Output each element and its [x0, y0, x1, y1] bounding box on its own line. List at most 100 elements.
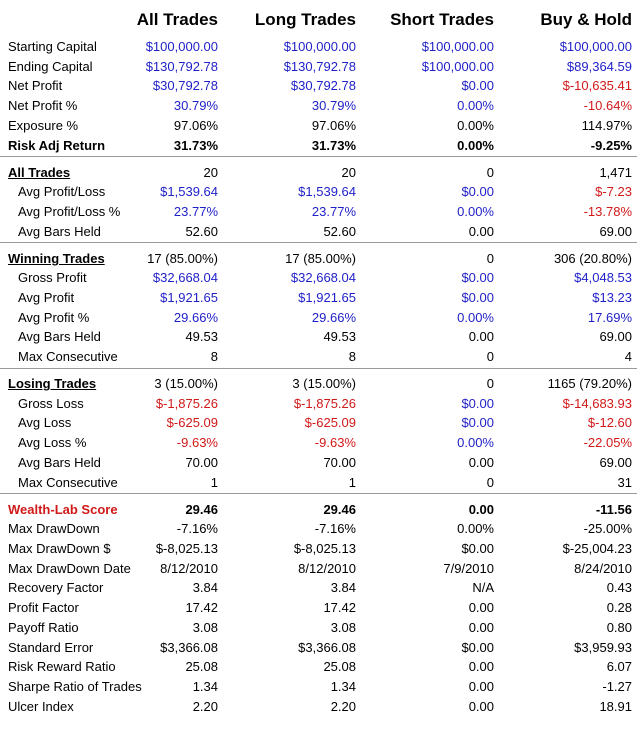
stat-row: Max DrawDown Date 8/12/2010 8/12/2010 7/9/2… [0, 559, 643, 579]
value-long-trades: 20 [341, 165, 356, 180]
value-long-trades: 25.08 [323, 659, 356, 674]
value-all-trades: 29.46 [185, 502, 218, 517]
value-short-trades: 0.00 [468, 699, 494, 714]
value-long-trades: 30.79% [311, 98, 356, 113]
stat-label: Wealth-Lab Score [8, 502, 118, 517]
value-long-trades: $1,921.65 [298, 290, 356, 305]
value-buy-and-hold: 4 [624, 349, 632, 364]
stat-label: Exposure % [8, 118, 79, 133]
value-all-trades: 17.42 [185, 600, 218, 615]
value-long-trades: 31.73% [311, 138, 356, 153]
value-all-trades: 8 [210, 349, 218, 364]
stat-label: Avg Profit/Loss [18, 184, 106, 199]
value-buy-and-hold: 69.00 [599, 224, 632, 239]
section-divider [0, 156, 637, 157]
value-long-trades: 49.53 [323, 329, 356, 344]
value-all-trades: 31.73% [173, 138, 218, 153]
stat-row: Profit Factor 17.42 17.42 0.00 0.28 [0, 598, 643, 618]
value-short-trades: $0.00 [461, 78, 494, 93]
value-buy-and-hold: 6.07 [606, 659, 632, 674]
stat-label: Losing Trades [8, 376, 97, 391]
value-long-trades: 1 [348, 475, 356, 490]
value-all-trades: 29.66% [173, 310, 218, 325]
value-short-trades: 0 [486, 251, 494, 266]
value-all-trades: $-8,025.13 [155, 541, 218, 556]
value-short-trades: 0.00% [457, 138, 494, 153]
value-all-trades: 1 [210, 475, 218, 490]
value-long-trades: $30,792.78 [290, 78, 356, 93]
stat-label: Avg Profit [18, 290, 75, 305]
stat-row: Risk Adj Return 31.73% 31.73% 0.00% -9.25% [0, 136, 643, 156]
value-short-trades: 0.00 [468, 502, 494, 517]
value-all-trades: -7.16% [176, 521, 218, 536]
stat-label: Starting Capital [8, 39, 97, 54]
value-all-trades: 1.34 [192, 679, 218, 694]
value-long-trades: 17 (85.00%) [285, 251, 356, 266]
value-buy-and-hold: 0.43 [606, 580, 632, 595]
value-long-trades: 97.06% [311, 118, 356, 133]
value-all-trades: $1,539.64 [160, 184, 218, 199]
stat-label: Avg Profit/Loss % [18, 204, 121, 219]
stat-row: Avg Profit $1,921.65 $1,921.65 $0.00 $13.23 [0, 288, 643, 308]
stat-row: Avg Bars Held 52.60 52.60 0.00 69.00 [0, 222, 643, 242]
stat-label: Risk Adj Return [8, 138, 106, 153]
value-long-trades: 2.20 [330, 699, 356, 714]
stat-row: Max Consecutive 8 8 0 4 [0, 347, 643, 367]
value-long-trades: $-625.09 [304, 415, 356, 430]
value-short-trades: $0.00 [461, 184, 494, 199]
stat-label: Avg Loss % [18, 435, 87, 450]
value-all-trades: $32,668.04 [152, 270, 218, 285]
value-buy-and-hold: -1.27 [602, 679, 632, 694]
value-long-trades: $130,792.78 [283, 59, 356, 74]
value-short-trades: 0.00% [457, 204, 494, 219]
value-short-trades: N/A [472, 580, 494, 595]
value-short-trades: $0.00 [461, 640, 494, 655]
stat-row: Gross Loss $-1,875.26 $-1,875.26 $0.00 $-14,… [0, 394, 643, 414]
stat-label: Max Consecutive [18, 349, 118, 364]
value-all-trades: $3,366.08 [160, 640, 218, 655]
section-header-row: Losing Trades 3 (15.00%) 3 (15.00%) 0 1165 (… [0, 374, 643, 394]
value-buy-and-hold: -13.78% [583, 204, 632, 219]
value-short-trades: 0.00 [468, 455, 494, 470]
value-short-trades: 0.00 [468, 329, 494, 344]
value-buy-and-hold: 114.97% [581, 118, 632, 133]
value-long-trades: $3,366.08 [298, 640, 356, 655]
stat-label: Recovery Factor [8, 580, 104, 595]
value-long-trades: $-1,875.26 [293, 396, 356, 411]
value-buy-and-hold: $100,000.00 [559, 39, 632, 54]
value-all-trades: 25.08 [185, 659, 218, 674]
stat-label: Payoff Ratio [8, 620, 79, 635]
value-buy-and-hold: $-12.60 [587, 415, 632, 430]
header-long-trades: Long Trades [254, 10, 356, 29]
value-long-trades: $-8,025.13 [293, 541, 356, 556]
value-buy-and-hold: 18.91 [599, 699, 632, 714]
section-header-row: Winning Trades 17 (85.00%) 17 (85.00%) 0 306… [0, 249, 643, 269]
value-short-trades: $0.00 [461, 541, 494, 556]
value-all-trades: $130,792.78 [145, 59, 218, 74]
section-divider [0, 493, 637, 494]
section-header-row: All Trades 20 20 0 1,471 [0, 163, 643, 183]
value-all-trades: 8/12/2010 [160, 561, 218, 576]
value-long-trades: 8 [348, 349, 356, 364]
value-all-trades: 17 (85.00%) [147, 251, 218, 266]
value-long-trades: $100,000.00 [283, 39, 356, 54]
stat-row: Net Profit % 30.79% 30.79% 0.00% -10.64% [0, 96, 643, 116]
value-buy-and-hold: $3,959.93 [574, 640, 632, 655]
stat-label: Sharpe Ratio of Trades [8, 679, 142, 694]
stat-row: Avg Profit/Loss $1,539.64 $1,539.64 $0.00 $-… [0, 182, 643, 202]
stat-label: Avg Loss [18, 415, 72, 430]
value-long-trades: 29.46 [323, 502, 356, 517]
value-long-trades: 52.60 [323, 224, 356, 239]
value-short-trades: 0.00 [468, 600, 494, 615]
value-short-trades: $0.00 [461, 415, 494, 430]
value-short-trades: $0.00 [461, 290, 494, 305]
stat-row: Sharpe Ratio of Trades 1.34 1.34 0.00 -1.27 [0, 677, 643, 697]
value-long-trades: 1.34 [330, 679, 356, 694]
value-long-trades: 3.08 [330, 620, 356, 635]
stat-label: Winning Trades [8, 251, 105, 266]
value-short-trades: 0 [486, 349, 494, 364]
value-all-trades: 30.79% [173, 98, 218, 113]
value-buy-and-hold: $-14,683.93 [562, 396, 632, 411]
value-buy-and-hold: -11.56 [595, 502, 632, 517]
